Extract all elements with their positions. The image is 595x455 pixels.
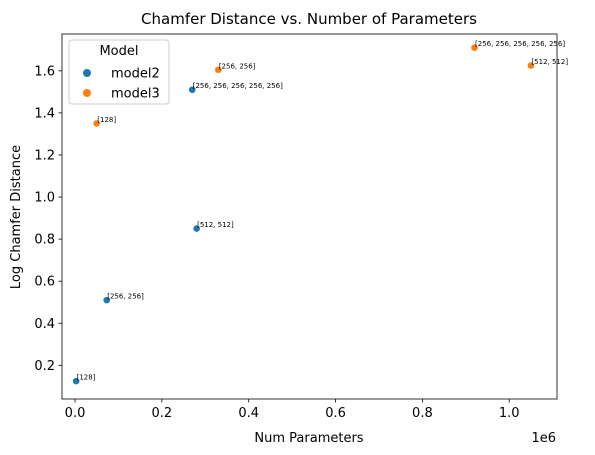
model2-point <box>192 224 201 233</box>
point-annotation: [256, 256, 256, 256, 256] <box>193 82 283 90</box>
model3-point <box>470 43 479 52</box>
x-tick-label: 1.0 <box>499 406 520 421</box>
y-tick-label: 0.2 <box>34 359 55 374</box>
y-tick-label: 1.6 <box>34 64 55 79</box>
plot-area: [128] [256, 256] [512, 512] [256, 256, 256,… <box>72 40 568 386</box>
point-annotation: [512, 512] <box>197 221 234 229</box>
model3-point <box>92 119 101 128</box>
legend-box <box>68 39 170 105</box>
model3-point <box>214 65 223 74</box>
legend-title: Model <box>99 44 138 59</box>
model2-point <box>188 85 197 94</box>
x-tick-label: 0.8 <box>412 406 433 421</box>
x-tick-label: 0.0 <box>65 406 86 421</box>
y-tick-label: 1.2 <box>34 148 55 163</box>
y-tick-label: 1.4 <box>34 106 55 121</box>
legend: Model model2 model3 <box>68 39 170 105</box>
x-axis-offset-label: 1e6 <box>531 431 556 446</box>
legend-label-model3: model3 <box>111 87 160 102</box>
model3-point <box>527 61 535 70</box>
legend-label-model2: model2 <box>111 67 160 82</box>
y-tick-label: 0.4 <box>34 317 55 332</box>
y-tick-label: 0.6 <box>34 275 55 290</box>
y-tick-label: 0.8 <box>34 233 55 248</box>
chart-title: Chamfer Distance vs. Number of Parameter… <box>141 10 477 28</box>
point-annotation: [256, 256, 256, 256, 256] <box>475 40 565 48</box>
legend-marker-model2 <box>83 69 91 77</box>
y-tick-label: 1.0 <box>34 191 55 206</box>
point-annotation: [512, 512] <box>531 58 568 66</box>
plot-frame <box>61 33 558 400</box>
x-tick-label: 0.2 <box>152 406 173 421</box>
model2-point <box>102 296 111 305</box>
model2-point <box>72 377 81 386</box>
y-axis-label: Log Chamfer Distance <box>9 145 24 289</box>
point-annotation: [128] <box>97 116 116 124</box>
legend-marker-model3 <box>83 89 91 97</box>
x-tick-label: 0.4 <box>238 406 259 421</box>
x-tick-label: 0.6 <box>325 406 346 421</box>
point-annotation: [256, 256] <box>107 293 144 301</box>
x-axis-label: Num Parameters <box>254 431 363 446</box>
axes: 0.0 0.2 0.4 0.6 0.8 1.0 0.2 0.4 0.6 0.8 1.0 1.2 1.4 1… <box>34 33 558 421</box>
point-annotation: [256, 256] <box>219 62 256 70</box>
point-annotation: [128] <box>77 374 96 382</box>
